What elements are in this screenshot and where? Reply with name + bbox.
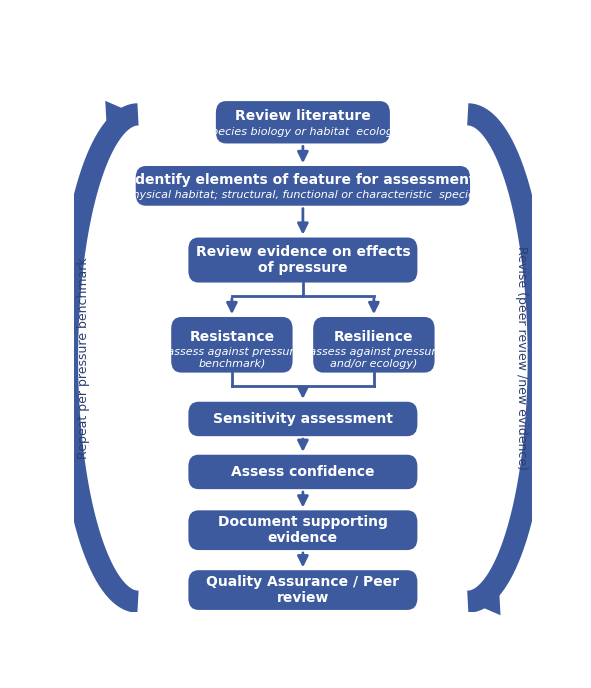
Text: Identify elements of feature for assessment: Identify elements of feature for assessm… — [130, 173, 476, 187]
Text: Resilience: Resilience — [334, 330, 414, 344]
Text: Review literature: Review literature — [235, 109, 371, 123]
Text: Assess confidence: Assess confidence — [231, 465, 375, 479]
Text: Resistance: Resistance — [189, 330, 274, 344]
Text: Repeat per pressure benchmark: Repeat per pressure benchmark — [77, 257, 90, 459]
Text: (assess against pressure
and/or ecology): (assess against pressure and/or ecology) — [305, 347, 443, 369]
Text: (physical habitat; structural, functional or characteristic  species): (physical habitat; structural, functiona… — [121, 191, 485, 200]
Text: (species biology or habitat  ecology): (species biology or habitat ecology) — [202, 127, 404, 138]
FancyBboxPatch shape — [189, 402, 417, 436]
FancyBboxPatch shape — [136, 166, 470, 206]
FancyBboxPatch shape — [313, 317, 434, 373]
FancyBboxPatch shape — [189, 510, 417, 550]
FancyBboxPatch shape — [189, 237, 417, 283]
Text: Review evidence on effects
of pressure: Review evidence on effects of pressure — [196, 245, 410, 275]
FancyBboxPatch shape — [216, 101, 390, 144]
FancyBboxPatch shape — [189, 570, 417, 610]
Text: Sensitivity assessment: Sensitivity assessment — [213, 412, 393, 426]
Text: Quality Assurance / Peer
review: Quality Assurance / Peer review — [206, 575, 400, 605]
Text: Document supporting
evidence: Document supporting evidence — [218, 515, 388, 546]
FancyBboxPatch shape — [171, 317, 293, 373]
Text: (assess against pressure
benchmark): (assess against pressure benchmark) — [163, 347, 301, 369]
Text: Revise (peer review /new evidence): Revise (peer review /new evidence) — [515, 246, 528, 470]
FancyBboxPatch shape — [189, 455, 417, 489]
